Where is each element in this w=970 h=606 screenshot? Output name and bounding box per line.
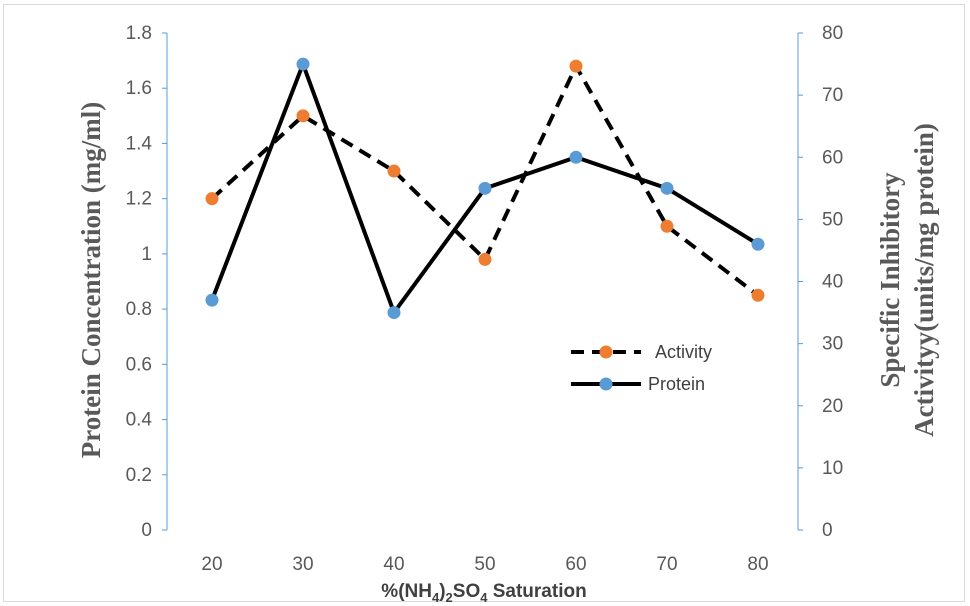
x-tick-label: 40: [383, 554, 404, 575]
data-point-activity: [660, 219, 674, 233]
data-point-protein: [296, 57, 310, 71]
y-right-tick-label: 70: [822, 85, 843, 106]
data-point-protein: [660, 181, 674, 195]
y-left-tick-label: 0: [141, 520, 152, 541]
y-right-tick-label: 50: [822, 209, 843, 230]
x-tick-label: 70: [656, 554, 677, 575]
data-point-protein: [751, 237, 765, 251]
y-right-tick-label: 40: [822, 272, 843, 293]
y-left-tick-label: 1.6: [126, 78, 152, 99]
series-layer: [205, 57, 765, 320]
y-left-tick-label: 1: [141, 244, 152, 265]
x-tick-label: 50: [474, 554, 495, 575]
legend-marker-protein: [599, 377, 613, 391]
legend: Activity Protein: [571, 342, 712, 394]
axes-layer: 0 0.2 0.4 0.6 0.8 1 1.2 1.4 1.6 1.8 0 10 20 30 40 50 60 7…: [126, 23, 844, 575]
y-left-tick-label: 1.8: [126, 23, 152, 44]
y-right-tick-label: 60: [822, 147, 843, 168]
y-left-tick-label: 0.6: [126, 354, 152, 375]
data-point-protein: [478, 181, 492, 195]
data-point-activity: [751, 288, 765, 302]
y-right-tick-label: 80: [822, 23, 843, 44]
y-left-tick-label: 0.2: [126, 465, 152, 486]
data-point-activity: [296, 109, 310, 123]
y-left-tick-label: 0.8: [126, 299, 152, 320]
y-right-tick-label: 20: [822, 396, 843, 417]
data-point-protein: [205, 293, 219, 307]
data-point-protein: [387, 306, 401, 320]
y-right-tick-label: 0: [822, 520, 833, 541]
y-axis-right-title-line2: Activityy(units/mg protein): [909, 123, 939, 437]
y-left-tick-label: 0.4: [126, 410, 153, 431]
legend-label-activity: Activity: [655, 342, 712, 362]
x-tick-label: 20: [201, 554, 222, 575]
legend-label-protein: Protein: [648, 374, 705, 394]
data-point-activity: [569, 59, 583, 73]
y-right-tick-label: 10: [822, 458, 843, 479]
x-axis-title: %(NH4)2SO4 Saturation: [381, 581, 586, 605]
y-axis-right-title-line1: Specific Inhibitory: [875, 172, 905, 388]
y-axis-left-title: Protein Concentration (mg/ml): [76, 102, 106, 458]
x-tick-label: 60: [565, 554, 586, 575]
y-left-tick-label: 1.2: [126, 189, 152, 210]
data-point-activity: [205, 192, 219, 206]
y-right-tick-label: 30: [822, 334, 843, 355]
x-tick-label: 80: [747, 554, 768, 575]
data-point-protein: [569, 150, 583, 164]
data-point-activity: [387, 164, 401, 178]
legend-marker-activity: [599, 345, 613, 359]
y-left-tick-label: 1.4: [126, 133, 153, 154]
x-tick-label: 30: [292, 554, 313, 575]
data-point-activity: [478, 252, 492, 266]
chart-frame: [3, 4, 965, 602]
